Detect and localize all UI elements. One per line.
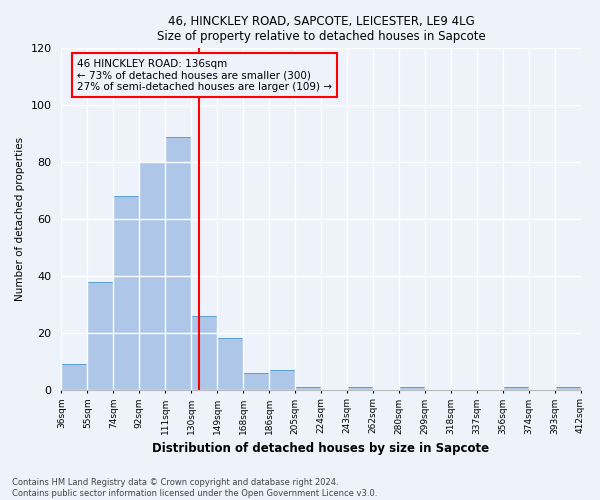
Bar <box>347 387 373 390</box>
Bar <box>61 364 88 390</box>
Bar <box>503 387 529 390</box>
Bar <box>399 387 425 390</box>
Bar <box>217 338 243 390</box>
Bar <box>269 370 295 390</box>
Bar <box>191 316 217 390</box>
Bar <box>113 196 139 390</box>
Bar <box>295 387 321 390</box>
Text: 46 HINCKLEY ROAD: 136sqm
← 73% of detached houses are smaller (300)
27% of semi-: 46 HINCKLEY ROAD: 136sqm ← 73% of detach… <box>77 58 332 92</box>
X-axis label: Distribution of detached houses by size in Sapcote: Distribution of detached houses by size … <box>152 442 490 455</box>
Bar <box>554 387 581 390</box>
Bar <box>139 162 165 390</box>
Title: 46, HINCKLEY ROAD, SAPCOTE, LEICESTER, LE9 4LG
Size of property relative to deta: 46, HINCKLEY ROAD, SAPCOTE, LEICESTER, L… <box>157 15 485 43</box>
Bar <box>165 136 191 390</box>
Bar <box>243 372 269 390</box>
Y-axis label: Number of detached properties: Number of detached properties <box>15 137 25 301</box>
Bar <box>88 282 113 390</box>
Text: Contains HM Land Registry data © Crown copyright and database right 2024.
Contai: Contains HM Land Registry data © Crown c… <box>12 478 377 498</box>
